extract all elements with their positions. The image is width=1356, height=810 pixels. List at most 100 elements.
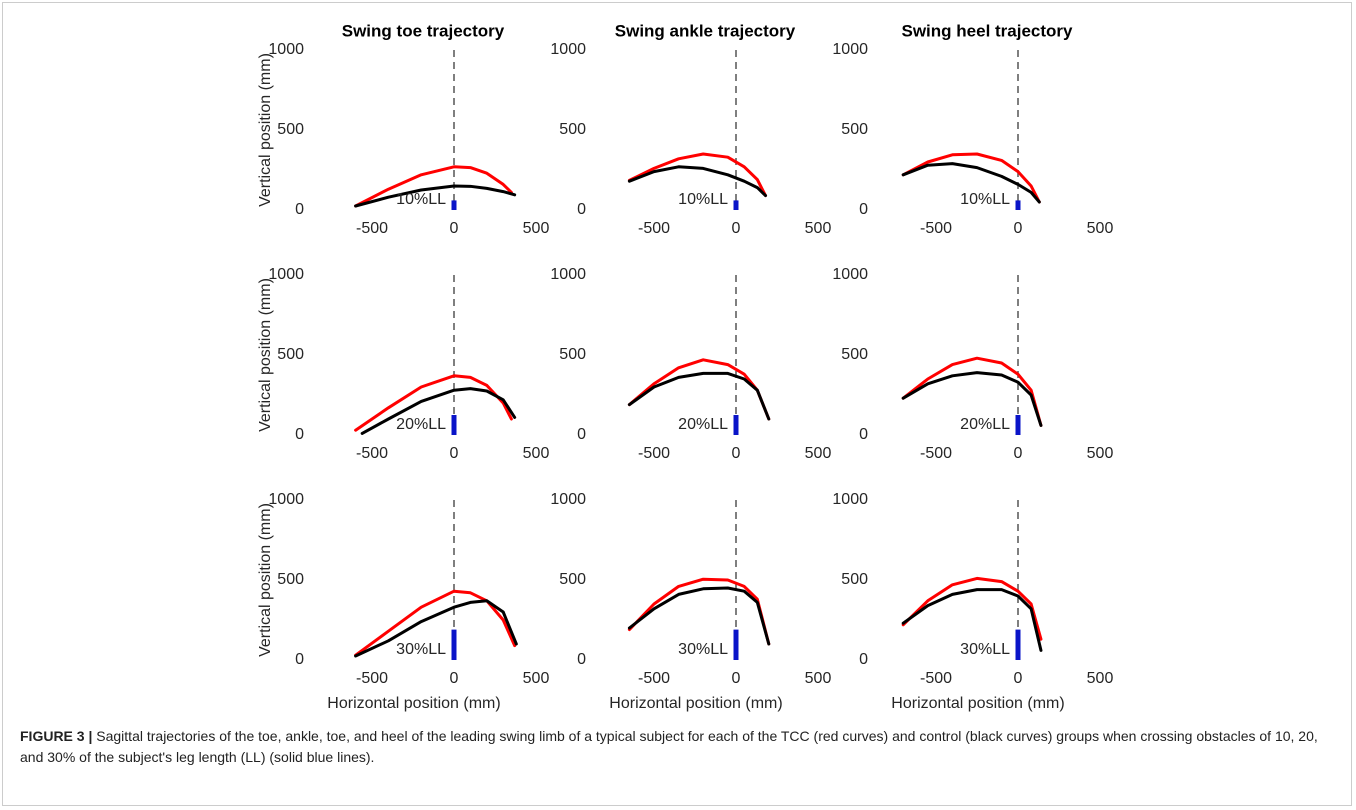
y-axis-label: Vertical position (mm) bbox=[257, 53, 274, 207]
y-tick-label: 0 bbox=[577, 426, 586, 443]
annotation: 30%LL bbox=[396, 641, 446, 658]
y-tick-label: 500 bbox=[559, 346, 586, 363]
obstacle-bar bbox=[1015, 629, 1021, 660]
x-tick-label: -500 bbox=[638, 220, 670, 237]
y-tick-label: 500 bbox=[559, 121, 586, 138]
trajectory-line bbox=[627, 371, 771, 421]
annotation: 10%LL bbox=[396, 191, 446, 208]
trajectory-line bbox=[901, 371, 1043, 427]
x-tick-label: -500 bbox=[356, 445, 388, 462]
trajectory-line bbox=[627, 152, 768, 198]
y-tick-label: 1000 bbox=[268, 491, 304, 508]
trajectory-line bbox=[354, 374, 513, 432]
y-tick-label: 1000 bbox=[832, 41, 868, 58]
trajectory-line bbox=[901, 576, 1043, 641]
obstacle-bar bbox=[1015, 200, 1021, 210]
x-tick-label: 0 bbox=[732, 670, 741, 687]
y-axis-label: Vertical position (mm) bbox=[257, 278, 274, 432]
trajectory-line bbox=[354, 184, 517, 208]
x-tick-label: -500 bbox=[920, 220, 952, 237]
y-tick-label: 0 bbox=[859, 651, 868, 668]
x-tick-label: 0 bbox=[450, 220, 459, 237]
y-tick-label: 500 bbox=[277, 346, 304, 363]
chart-title: Swing heel trajectory bbox=[902, 21, 1074, 40]
trajectory-line bbox=[901, 162, 1041, 204]
y-tick-label: 1000 bbox=[268, 41, 304, 58]
x-tick-label: -500 bbox=[638, 670, 670, 687]
y-tick-label: 500 bbox=[277, 571, 304, 588]
y-tick-label: 0 bbox=[295, 651, 304, 668]
y-tick-label: 1000 bbox=[268, 266, 304, 283]
x-tick-label: 500 bbox=[805, 670, 832, 687]
x-tick-label: -500 bbox=[920, 445, 952, 462]
x-tick-label: 0 bbox=[732, 220, 741, 237]
y-tick-label: 1000 bbox=[832, 266, 868, 283]
x-tick-label: 500 bbox=[1087, 445, 1114, 462]
caption-text: Sagittal trajectories of the toe, ankle,… bbox=[20, 728, 1318, 765]
x-tick-label: -500 bbox=[920, 670, 952, 687]
obstacle-bar bbox=[1015, 415, 1021, 435]
y-tick-label: 0 bbox=[295, 426, 304, 443]
annotation: 30%LL bbox=[678, 641, 728, 658]
trajectory-line bbox=[627, 165, 768, 198]
x-tick-label: 0 bbox=[450, 445, 459, 462]
obstacle-bar bbox=[733, 200, 739, 210]
obstacle-bar bbox=[733, 629, 739, 660]
y-tick-label: 1000 bbox=[550, 491, 586, 508]
x-tick-label: 0 bbox=[1014, 670, 1023, 687]
annotation: 10%LL bbox=[678, 191, 728, 208]
x-tick-label: -500 bbox=[356, 220, 388, 237]
y-tick-label: 500 bbox=[841, 571, 868, 588]
trajectory-line bbox=[627, 577, 771, 646]
trajectory-line bbox=[901, 356, 1043, 427]
x-tick-label: 500 bbox=[805, 220, 832, 237]
y-tick-label: 0 bbox=[859, 426, 868, 443]
trajectory-line bbox=[901, 152, 1041, 204]
caption: FIGURE 3 | Sagittal trajectories of the … bbox=[20, 726, 1320, 768]
x-tick-label: 0 bbox=[1014, 220, 1023, 237]
annotation: 20%LL bbox=[960, 416, 1010, 433]
x-tick-label: 500 bbox=[805, 445, 832, 462]
y-tick-label: 1000 bbox=[550, 266, 586, 283]
chart-title: Swing ankle trajectory bbox=[615, 21, 796, 40]
x-axis-label: Horizontal position (mm) bbox=[327, 695, 500, 712]
trajectory-line bbox=[360, 387, 517, 435]
obstacle-bar bbox=[451, 415, 457, 435]
x-tick-label: 0 bbox=[1014, 445, 1023, 462]
y-tick-label: 0 bbox=[577, 651, 586, 668]
caption-label: FIGURE 3 | bbox=[20, 728, 93, 744]
x-tick-label: -500 bbox=[356, 670, 388, 687]
obstacle-bar bbox=[451, 200, 457, 210]
trajectory-line bbox=[901, 588, 1043, 652]
trajectory-line bbox=[354, 165, 513, 208]
y-tick-label: 500 bbox=[841, 121, 868, 138]
y-tick-label: 500 bbox=[559, 571, 586, 588]
y-tick-label: 1000 bbox=[550, 41, 586, 58]
y-tick-label: 0 bbox=[577, 201, 586, 218]
x-tick-label: -500 bbox=[638, 445, 670, 462]
x-tick-label: 500 bbox=[523, 445, 550, 462]
trajectory-line bbox=[627, 586, 771, 646]
y-tick-label: 0 bbox=[859, 201, 868, 218]
annotation: 20%LL bbox=[678, 416, 728, 433]
figure: 0 500 1000 -500 0 500 Swing toe trajectory Vert… bbox=[257, 21, 1114, 712]
annotation: 30%LL bbox=[960, 641, 1010, 658]
trajectory-line bbox=[354, 599, 518, 658]
y-axis-label: Vertical position (mm) bbox=[257, 503, 274, 657]
x-tick-label: 0 bbox=[450, 670, 459, 687]
trajectory-line bbox=[354, 589, 517, 657]
obstacle-bar bbox=[733, 415, 739, 435]
x-axis-label: Horizontal position (mm) bbox=[891, 695, 1064, 712]
y-tick-label: 1000 bbox=[832, 491, 868, 508]
annotation: 10%LL bbox=[960, 191, 1010, 208]
obstacle-bar bbox=[451, 629, 457, 660]
x-tick-label: 500 bbox=[1087, 220, 1114, 237]
x-axis-label: Horizontal position (mm) bbox=[609, 695, 782, 712]
chart-title: Swing toe trajectory bbox=[342, 21, 505, 40]
y-tick-label: 500 bbox=[841, 346, 868, 363]
y-tick-label: 0 bbox=[295, 201, 304, 218]
x-tick-label: 500 bbox=[1087, 670, 1114, 687]
annotation: 20%LL bbox=[396, 416, 446, 433]
